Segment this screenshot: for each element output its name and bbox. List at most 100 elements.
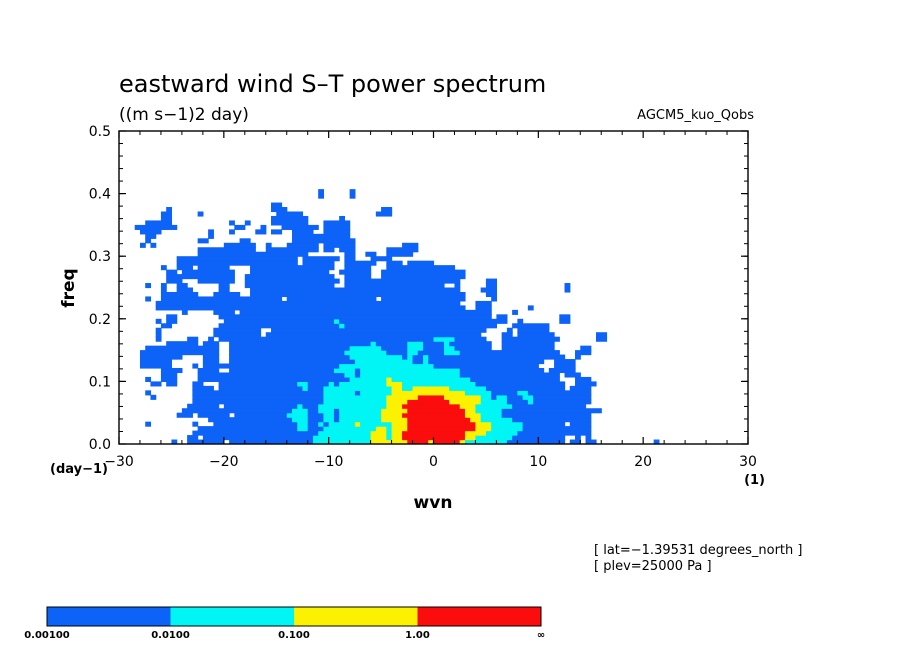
spectrum-cell [155,332,162,338]
y-tick-label: 0.5 [89,124,111,140]
spectrum-cell [344,350,387,356]
spectrum-cell [187,403,220,409]
spectrum-cell [517,430,592,436]
spectrum-cell [286,412,309,418]
spectrum-cell [475,403,513,409]
spectrum-cell [470,417,482,423]
spectrum-cell [459,439,466,444]
spectrum-cell [318,408,335,414]
spectrum-cell [145,233,157,239]
spectrum-cell [181,269,235,275]
spectrum-cell [522,426,592,432]
spectrum-cell [323,247,335,253]
colorbar-bin-1 [170,607,294,626]
spectrum-cell [339,215,345,222]
spectrum-cell [360,421,393,427]
spectrum-cell [187,336,199,342]
x-tick-label: 30 [739,454,757,470]
colorbar-label: 0.0100 [151,630,190,641]
spectrum-cell [475,305,492,311]
spectrum-cell [381,417,408,423]
spectrum-cell [302,256,340,262]
spectrum-cell [192,390,325,396]
spectrum-cell [595,336,608,342]
spectrum-cell [250,269,330,275]
spectrum-cell [475,421,492,427]
spectrum-cell [218,323,340,329]
spectrum-cell [229,367,335,374]
spectrum-cell [423,345,445,351]
spectrum-cell [192,430,319,436]
spectrum-cell [501,408,602,414]
spectrum-cell [475,435,513,441]
spectrum-cell [265,247,319,253]
spectrum-cell [286,296,377,302]
spectrum-cell [333,408,340,414]
spectrum-cell [344,372,356,378]
spectrum-cell [496,314,508,320]
spectrum-cell [145,283,152,289]
spectrum-cell [244,220,251,226]
spectrum-cell [160,211,173,217]
spectrum-cell [407,426,477,432]
spectrum-cell [391,385,403,391]
spectrum-cell [307,408,319,414]
spectrum-cell [229,354,351,360]
spectrum-cell [360,390,393,396]
spectrum-cell [333,318,340,324]
spectrum-cell [160,265,167,271]
spectrum-cell [559,318,571,324]
colorbar-label: 1.00 [405,630,430,641]
spectrum-cell [160,296,283,302]
spectrum-cell [443,345,456,351]
colorbar-label: ∞ [537,630,545,641]
spectrum-cell [197,367,220,374]
spectrum-cell [176,283,188,289]
spectrum-cell [349,376,387,382]
spectrum-cell [333,417,340,423]
spectrum-cell [197,412,230,418]
spectrum-cell [428,359,545,365]
spectrum-cell [208,233,214,239]
spectrum-cell [318,193,325,199]
spectrum-cell [208,336,214,342]
spectrum-cell [166,381,178,387]
spectrum-cell [176,256,298,262]
spectrum-cell [428,439,435,444]
spectrum-cell [381,269,466,275]
spectrum-cell [412,385,450,391]
spectrum-cell [475,408,503,414]
spectrum-cell [339,363,435,369]
spectrum-cell [202,354,220,360]
spectrum-cell [517,390,529,396]
spectrum-cell [454,336,487,342]
spectrum-cell [522,421,566,427]
y-units-label: (day−1) [50,462,108,477]
spectrum-cell [501,345,555,351]
spectrum-cell [370,435,387,441]
spectrum-cell [339,247,356,253]
spectrum-cell [160,283,167,289]
spectrum-cell [239,238,251,244]
spectrum-cell [197,372,345,378]
spectrum-cell [192,421,199,427]
spectrum-cell [208,417,293,423]
spectrum-cell [234,412,288,418]
spectrum-cell [423,359,429,365]
spectrum-cell [318,189,325,195]
model-annotation: AGCM5_kuo_Qobs [637,108,754,123]
spectrum-cell [354,359,414,365]
spectrum-cell [139,354,183,360]
spectrum-cell [197,426,298,432]
spectrum-cell [166,314,178,320]
spectrum-cell [187,435,199,441]
spectrum-cell [307,385,325,391]
spectrum-cell [218,287,230,293]
spectrum-cell [323,417,335,423]
colorbar-bin-2 [294,607,418,626]
spectrum-cell [323,426,377,432]
spectrum-cell [328,381,335,387]
spectrum-cell [501,341,555,347]
spectrum-cell [391,426,408,432]
spectrum-cell [407,350,419,356]
